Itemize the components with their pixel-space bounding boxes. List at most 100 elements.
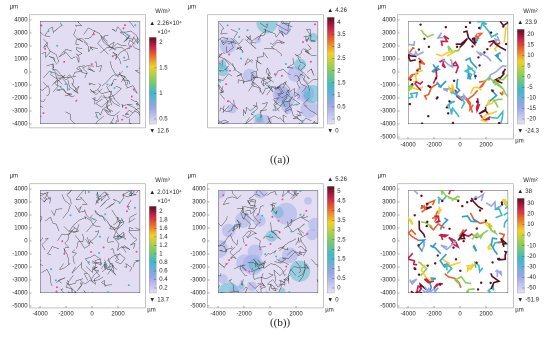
boundary <box>67 278 84 286</box>
hot-dot <box>305 209 308 212</box>
hot-dot <box>226 100 229 103</box>
boundary <box>106 236 115 243</box>
boundary <box>467 73 472 80</box>
boundary <box>81 261 89 281</box>
y-tick-label: -4000 <box>12 291 28 297</box>
x-tick-label: 0 <box>90 312 94 318</box>
y-tick-label: 1000 <box>192 226 206 232</box>
y-tick-label: -4000 <box>12 122 28 128</box>
boundary <box>40 215 43 223</box>
boundary <box>240 74 258 83</box>
boundary <box>434 215 441 224</box>
x-tick-label: 2000 <box>479 312 493 318</box>
heat-spot <box>303 84 319 103</box>
hot-dot <box>284 63 287 66</box>
x-tick-label: -2000 <box>236 312 252 318</box>
hot-dot <box>47 30 50 33</box>
y-tick-label: -2000 <box>12 265 28 271</box>
boundary <box>497 73 509 81</box>
hot-dot <box>463 233 466 237</box>
y-tick-label: 2000 <box>382 213 396 219</box>
boundary <box>246 200 255 205</box>
boundary <box>408 91 419 100</box>
colorbar-tick-label: 10 <box>527 222 534 228</box>
hot-dot <box>306 232 309 235</box>
heat-spot <box>300 100 319 118</box>
hot-dot <box>491 89 494 92</box>
boundary <box>274 257 288 264</box>
boundary <box>52 68 64 79</box>
hot-dot <box>245 244 248 247</box>
boundary <box>455 37 469 48</box>
colorbar-tick-label: 0.4 <box>159 277 168 283</box>
boundary <box>303 98 318 115</box>
boundary <box>305 35 310 43</box>
x-tick-label: 2000 <box>289 312 303 318</box>
hot-dot <box>436 254 439 257</box>
hot-dot <box>219 79 222 82</box>
hot-dot <box>411 83 414 86</box>
hot-dot <box>417 273 421 276</box>
boundary <box>67 224 80 235</box>
boundary <box>283 218 293 229</box>
colorbar-max: 23.9 <box>525 20 537 26</box>
hot-dot <box>97 194 100 197</box>
hot-dot <box>60 24 63 27</box>
boundary <box>231 190 242 199</box>
boundary <box>301 216 309 222</box>
boundary <box>91 254 101 265</box>
boundary <box>128 213 138 224</box>
hot-dot <box>111 55 114 58</box>
boundary <box>273 268 287 282</box>
heat-spot <box>277 21 292 35</box>
boundary <box>41 238 49 251</box>
boundary <box>425 199 436 208</box>
x-unit: µm <box>515 139 523 145</box>
boundary <box>408 40 416 52</box>
boundary <box>95 108 104 120</box>
boundary <box>60 288 65 293</box>
boundary <box>91 95 103 105</box>
hot-dot <box>475 100 479 103</box>
boundary <box>243 217 258 230</box>
boundary <box>243 106 248 116</box>
hot-dot <box>413 214 416 217</box>
colorbar-tick-label: 1 <box>159 252 163 258</box>
colorbar-tick-label: 0.5 <box>159 117 168 123</box>
boundary <box>89 88 103 96</box>
boundary <box>450 91 466 109</box>
boundary <box>290 266 302 274</box>
boundary <box>295 261 309 269</box>
boundary <box>218 285 220 289</box>
boundary <box>220 291 240 293</box>
boundary <box>283 268 297 281</box>
boundary <box>219 22 228 35</box>
hot-dot <box>415 291 418 293</box>
boundary <box>126 85 138 94</box>
min-marker: ▼ <box>517 129 523 135</box>
colorbar-unit: W/m³ <box>155 178 169 184</box>
boundary <box>56 277 66 284</box>
colorbar-tick-label: 0.5 <box>337 276 346 282</box>
boundary <box>85 266 98 274</box>
boundary <box>247 105 258 112</box>
caption-letter: (a) <box>274 154 287 166</box>
y-unit: µm <box>188 4 196 10</box>
boundary <box>80 196 88 206</box>
hot-dot <box>465 201 469 204</box>
hot-dot <box>259 285 262 288</box>
hot-dot <box>90 63 93 66</box>
boundary <box>408 252 418 266</box>
hot-dot <box>123 24 126 27</box>
boundary <box>87 66 95 72</box>
hot-dot <box>464 25 468 29</box>
max-marker: ▲ <box>149 190 155 196</box>
boundary <box>276 21 291 32</box>
hot-dot <box>68 88 71 91</box>
hot-dot <box>413 267 416 270</box>
hot-dot <box>474 197 477 201</box>
boundary <box>274 69 291 77</box>
boundary <box>414 80 424 92</box>
hot-dot <box>104 213 107 216</box>
boundary <box>420 241 426 252</box>
